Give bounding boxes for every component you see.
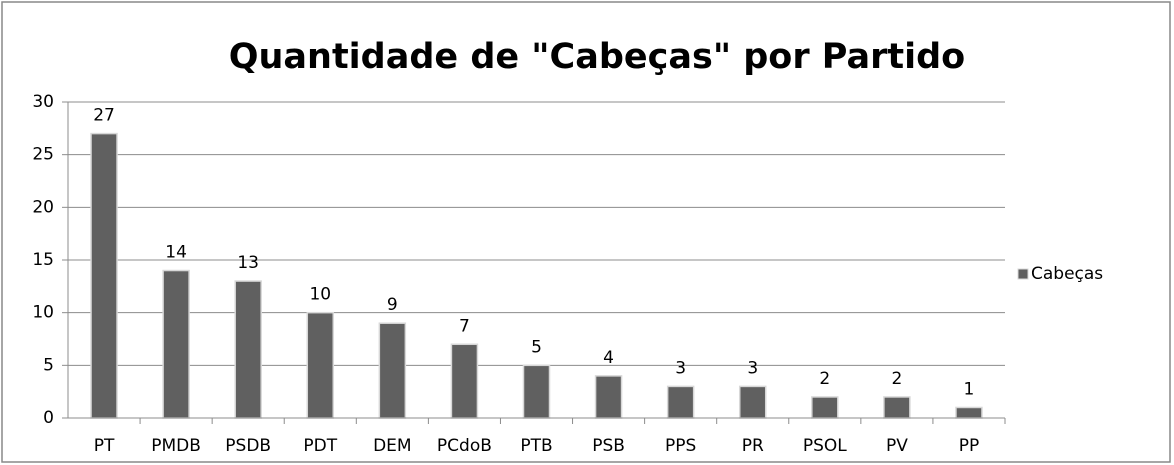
data-label: 14 <box>165 243 187 263</box>
data-label: 3 <box>675 358 686 378</box>
x-tick-label: PMDB <box>151 436 201 456</box>
data-label: 9 <box>387 295 398 315</box>
bar <box>162 269 190 419</box>
y-tick-label: 15 <box>32 250 54 270</box>
y-tick-label: 10 <box>32 303 54 323</box>
data-label: 13 <box>237 253 259 273</box>
x-tick-label: PSDB <box>225 436 271 456</box>
bar <box>450 343 479 419</box>
bar <box>90 132 118 419</box>
legend-swatch <box>1017 268 1029 280</box>
data-label: 7 <box>459 316 470 336</box>
data-label: 5 <box>531 337 542 357</box>
x-tick-label: PTB <box>520 436 552 456</box>
data-label: 3 <box>747 358 758 378</box>
legend-label: Cabeças <box>1031 264 1103 284</box>
x-tick-label: PV <box>886 436 908 456</box>
x-tick-label: PT <box>94 436 115 456</box>
x-tick-label: PP <box>959 436 980 456</box>
x-tick-label: PSB <box>592 436 625 456</box>
x-tick-label: PR <box>742 436 764 456</box>
data-label: 2 <box>891 369 902 389</box>
bar <box>738 385 767 419</box>
data-label: 10 <box>309 285 331 305</box>
y-tick-label: 20 <box>32 197 54 217</box>
y-tick-label: 0 <box>43 408 54 428</box>
bar <box>811 396 839 419</box>
bar <box>883 396 911 419</box>
bar <box>522 364 551 419</box>
bar <box>666 385 695 419</box>
y-tick-label: 5 <box>43 355 54 375</box>
x-tick-label: PSOL <box>803 436 847 456</box>
bar <box>234 280 262 419</box>
y-tick-label: 30 <box>32 92 54 112</box>
bar <box>306 311 335 419</box>
x-tick-label: DEM <box>373 436 412 456</box>
bar <box>955 406 983 419</box>
x-tick-label: PPS <box>665 436 696 456</box>
x-tick-label: PCdoB <box>437 436 492 456</box>
data-label: 1 <box>964 379 975 399</box>
bar <box>594 375 623 419</box>
data-label: 4 <box>603 348 614 368</box>
bar <box>378 322 407 419</box>
data-label: 2 <box>819 369 830 389</box>
data-label: 27 <box>93 106 115 126</box>
y-tick-label: 25 <box>32 145 54 165</box>
chart-title: Quantidade de "Cabeças" por Partido <box>229 37 965 77</box>
x-tick-label: PDT <box>303 436 337 456</box>
